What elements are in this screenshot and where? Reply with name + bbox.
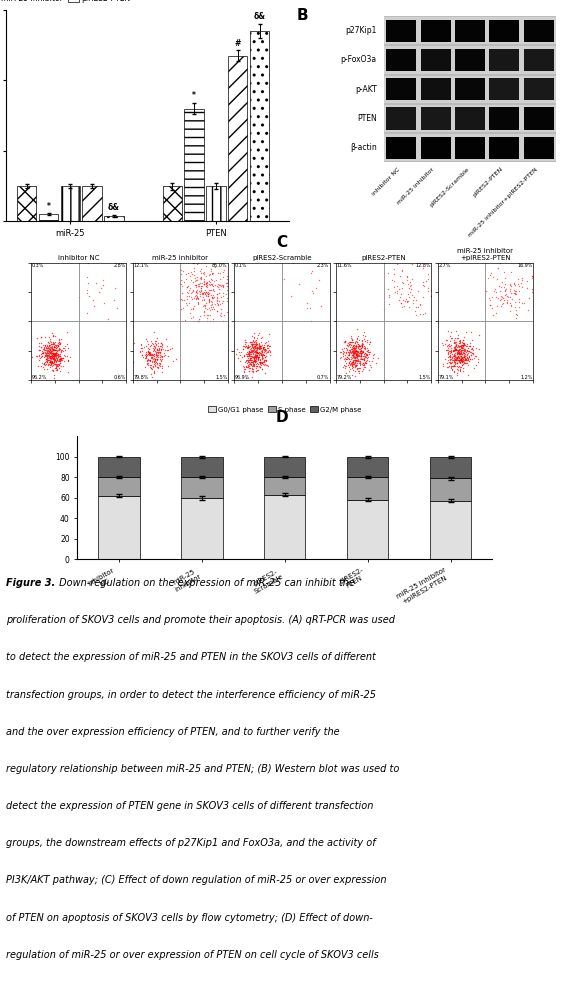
- Bar: [384, 16, 556, 162]
- Text: B: B: [297, 8, 309, 23]
- Text: pIRES2-PTEN: pIRES2-PTEN: [362, 255, 406, 260]
- Bar: [384, 18, 556, 44]
- Bar: [206, 186, 226, 221]
- Text: transfection groups, in order to detect the interference efficiency of miR-25: transfection groups, in order to detect …: [6, 689, 376, 700]
- Text: *: *: [192, 91, 196, 100]
- Text: C: C: [276, 235, 288, 250]
- Bar: [17, 186, 36, 221]
- Text: regulatory relationship between miR-25 and PTEN; (B) Western blot was used to: regulatory relationship between miR-25 a…: [6, 764, 399, 774]
- Bar: [421, 137, 451, 158]
- Bar: [421, 49, 451, 71]
- Text: #: #: [235, 38, 241, 47]
- Bar: [489, 107, 519, 130]
- Text: *: *: [47, 202, 50, 210]
- Bar: [489, 49, 519, 71]
- Text: of PTEN on apoptosis of SKOV3 cells by flow cytometry; (D) Effect of down-: of PTEN on apoptosis of SKOV3 cells by f…: [6, 912, 372, 923]
- Legend: inhibitor NC, miR-25 inhibitor, pIRES2-Scramble, pIRES2-PTEN, miR-25 inhibitor+p: inhibitor NC, miR-25 inhibitor, pIRES2-S…: [0, 0, 284, 4]
- Bar: [386, 49, 416, 71]
- Bar: [250, 31, 270, 221]
- Bar: [384, 134, 556, 161]
- Text: miR-25 inhibitor: miR-25 inhibitor: [396, 166, 435, 205]
- Bar: [523, 107, 554, 130]
- Bar: [455, 49, 485, 71]
- Bar: [523, 137, 554, 158]
- Bar: [386, 78, 416, 100]
- Text: PTEN: PTEN: [357, 114, 377, 123]
- Bar: [489, 20, 519, 42]
- Text: δ&: δ&: [254, 12, 266, 21]
- Text: Down-regulation on the expression of miR-25 can inhibit the: Down-regulation on the expression of miR…: [56, 578, 355, 588]
- Text: miR-25 inhibitor
+pIRES2-PTEN: miR-25 inhibitor +pIRES2-PTEN: [457, 248, 513, 260]
- Text: miR-25 inhibitor+pIRES2-PTEN: miR-25 inhibitor+pIRES2-PTEN: [468, 166, 539, 238]
- Bar: [455, 20, 485, 42]
- Text: pIRES2-Scramble: pIRES2-Scramble: [252, 255, 312, 260]
- Text: proliferation of SKOV3 cells and promote their apoptosis. (A) qRT-PCR was used: proliferation of SKOV3 cells and promote…: [6, 615, 395, 625]
- Bar: [523, 49, 554, 71]
- Text: pIRES2-Scramble: pIRES2-Scramble: [429, 166, 470, 208]
- Text: and the over expression efficiency of PTEN, and to further verify the: and the over expression efficiency of PT…: [6, 726, 340, 736]
- Bar: [39, 214, 58, 221]
- Text: p-FoxO3a: p-FoxO3a: [341, 55, 377, 65]
- Bar: [61, 186, 80, 221]
- Bar: [421, 107, 451, 130]
- Bar: [104, 216, 124, 221]
- Bar: [455, 137, 485, 158]
- Text: inhibitor NC: inhibitor NC: [371, 166, 402, 197]
- Text: p27Kip1: p27Kip1: [345, 27, 377, 35]
- Text: inhibitor NC: inhibitor NC: [58, 255, 99, 260]
- Bar: [455, 107, 485, 130]
- Text: D: D: [276, 410, 288, 425]
- Text: to detect the expression of miR-25 and PTEN in the SKOV3 cells of different: to detect the expression of miR-25 and P…: [6, 653, 376, 663]
- Text: p-AKT: p-AKT: [355, 85, 377, 93]
- Text: regulation of miR-25 or over expression of PTEN on cell cycle of SKOV3 cells: regulation of miR-25 or over expression …: [6, 950, 378, 959]
- Bar: [384, 105, 556, 132]
- Text: detect the expression of PTEN gene in SKOV3 cells of different transfection: detect the expression of PTEN gene in SK…: [6, 801, 373, 811]
- Bar: [489, 78, 519, 100]
- Bar: [523, 78, 554, 100]
- Bar: [386, 137, 416, 158]
- Bar: [384, 76, 556, 103]
- Bar: [421, 20, 451, 42]
- Bar: [455, 78, 485, 100]
- Text: miR-25 inhibitor: miR-25 inhibitor: [152, 255, 208, 260]
- Bar: [82, 186, 102, 221]
- Bar: [228, 56, 248, 221]
- Text: Figure 3.: Figure 3.: [6, 578, 55, 588]
- Bar: [523, 20, 554, 42]
- Text: δ&: δ&: [108, 203, 120, 212]
- Bar: [384, 46, 556, 74]
- Bar: [386, 107, 416, 130]
- Text: PI3K/AKT pathway; (C) Effect of down regulation of miR-25 or over expression: PI3K/AKT pathway; (C) Effect of down reg…: [6, 876, 386, 886]
- Text: pIRES2-PTEN: pIRES2-PTEN: [472, 166, 504, 199]
- Text: groups, the downstream effects of p27Kip1 and FoxO3a, and the activity of: groups, the downstream effects of p27Kip…: [6, 838, 375, 848]
- Bar: [489, 137, 519, 158]
- Bar: [386, 20, 416, 42]
- Bar: [162, 186, 182, 221]
- Bar: [421, 78, 451, 100]
- Text: β-actin: β-actin: [350, 144, 377, 152]
- Bar: [184, 108, 204, 221]
